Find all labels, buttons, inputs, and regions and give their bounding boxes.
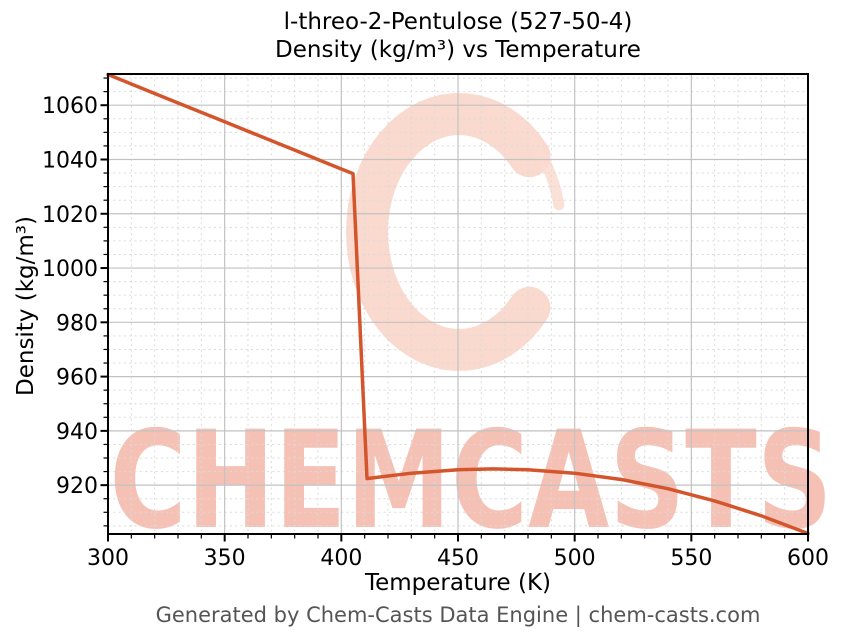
y-tick-label: 960 (56, 366, 98, 391)
y-tick-label: 1040 (42, 148, 98, 173)
chart-title-line1: l-threo-2-Pentulose (527-50-4) (283, 9, 633, 35)
density-curve (106, 72, 810, 536)
footer-credit: Generated by Chem-Casts Data Engine | ch… (155, 603, 761, 627)
y-tick-label: 920 (56, 474, 98, 499)
chart-title-line2: Density (kg/m³) vs Temperature (275, 37, 641, 63)
x-tick-label: 400 (320, 546, 362, 571)
chart-title: l-threo-2-Pentulose (527-50-4) Density (… (108, 8, 808, 64)
watermark-logo-tail-icon (485, 101, 565, 211)
y-axis-label: Density (kg/m³) (13, 216, 39, 396)
y-tick-label: 1020 (42, 203, 98, 228)
watermark-text: CHEMCASTS (110, 402, 833, 559)
y-tick-label: 980 (56, 311, 98, 336)
y-tick-label: 940 (56, 420, 98, 445)
x-tick-label: 550 (670, 546, 712, 571)
x-tick-label: 500 (554, 546, 596, 571)
x-axis-label: Temperature (K) (364, 570, 552, 596)
x-tick-label: 300 (87, 546, 129, 571)
y-tick-label: 1000 (42, 257, 98, 282)
x-tick-label: 350 (204, 546, 246, 571)
y-tick-label: 1060 (42, 94, 98, 119)
x-tick-label: 450 (437, 546, 479, 571)
x-tick-label: 600 (787, 546, 829, 571)
